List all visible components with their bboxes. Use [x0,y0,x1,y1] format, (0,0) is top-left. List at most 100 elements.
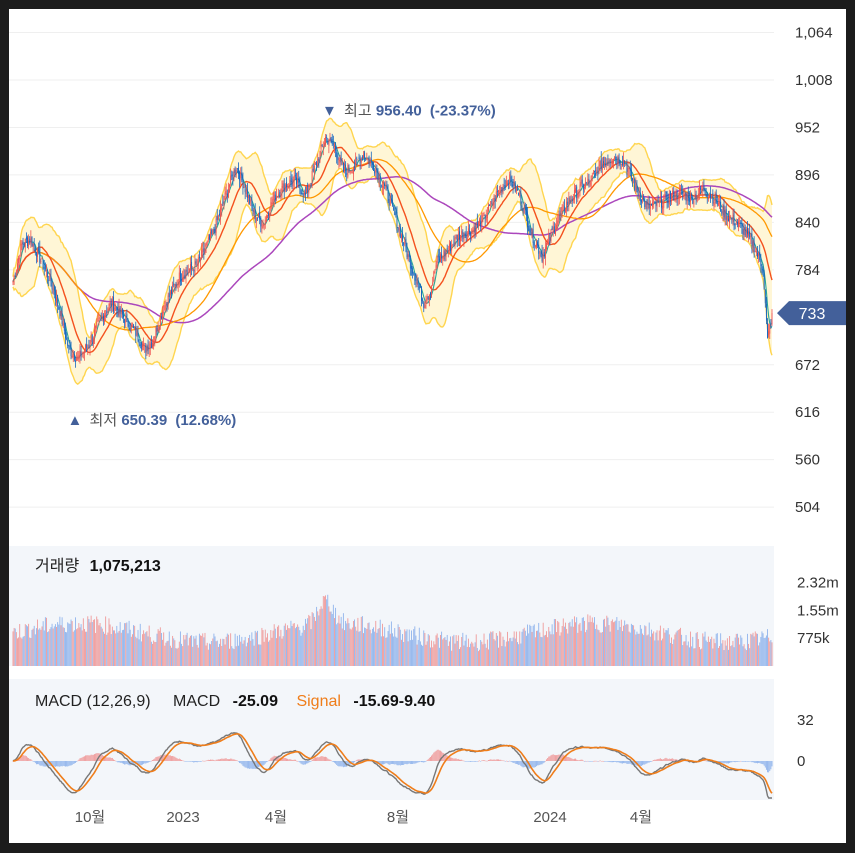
candle [81,351,83,358]
volume-bar [706,641,708,666]
volume-bar [687,641,689,666]
candle-body [733,212,735,225]
candle-body [267,215,268,219]
macd-hist-bar [23,755,25,761]
volume-bar [263,641,265,666]
candle [541,244,543,263]
candle [179,268,181,286]
volume-bar [470,643,472,666]
macd-hist-bar [451,757,453,761]
macd-hist-bar [425,761,427,762]
candle-body [664,194,666,200]
volume-bar [511,641,513,666]
candle [421,286,422,307]
macd-hist-bar [738,761,739,762]
macd-hist-bar [100,754,102,761]
volume-bar [195,635,197,666]
candle-body [579,184,581,192]
macd-hist-bar [379,761,381,765]
candle [367,158,369,163]
candle-body [408,254,410,258]
volume-bar [109,624,111,666]
candle-body [586,182,588,184]
macd-hist-bar [469,761,470,762]
candle-body [157,328,159,332]
candle-body [721,210,723,214]
candle-body [149,343,151,348]
candle-body [145,347,147,353]
macd-hist-bar [666,758,668,761]
volume-bar [85,631,87,666]
candle-body [222,201,224,204]
candle-body [380,185,382,187]
candle-body [191,261,193,268]
candle-body [307,185,309,192]
macd-hist-bar [12,761,14,762]
volume-bar [619,627,621,666]
candle-body [156,325,158,332]
volume-bar [382,623,383,666]
candle [566,196,568,217]
macd-hist-bar [203,760,205,762]
candle [259,206,261,225]
candle [750,232,752,245]
volume-bar [256,630,258,666]
candle [358,153,360,160]
macd-hist-bar [75,761,76,763]
candle-body [627,168,629,174]
volume-bar [241,636,243,666]
candle-body [330,137,332,141]
volume-bar [251,632,253,666]
macd-hist-bar [627,761,629,764]
macd-hist-bar [430,757,431,761]
candle [408,250,410,263]
macd-hist-bar [546,759,547,761]
volume-bar [258,644,260,666]
volume-bar [292,623,294,666]
macd-hist-bar [633,761,635,766]
volume-bar [457,635,459,666]
volume-bar [714,643,716,666]
volume-bar [214,636,216,666]
macd-hist-bar [43,761,45,767]
volume-bar [380,636,382,666]
macd-hist-bar [531,761,533,768]
candle [481,211,483,233]
candle-body [327,140,329,145]
candle-body [653,200,655,204]
volume-bar [734,637,736,666]
volume-bar [227,634,229,666]
volume-bar [347,618,349,666]
volume-bar [662,638,664,666]
candle [500,184,502,196]
candle [73,351,75,362]
candle-body [694,194,696,200]
candle-body [85,345,87,352]
volume-bar [344,630,345,666]
volume-bar [479,649,481,666]
candle [539,250,541,259]
volume-bar [633,625,635,666]
candle [562,201,564,212]
volume-bar [134,625,136,666]
macd-hist-bar [649,761,651,762]
candle [214,224,216,236]
candle-body [198,256,200,259]
volume-bar [505,641,507,666]
volume-bar [665,629,667,666]
volume-bar [738,637,739,666]
candle [234,166,236,178]
candle [282,180,284,193]
candle [319,150,321,164]
candle [696,194,698,203]
volume-bar [433,641,435,666]
candle-body [640,199,642,203]
volume-bar [469,647,470,666]
macd-hist-bar [331,761,333,762]
candle [528,220,530,232]
volume-bar [153,640,155,666]
candle-body [260,217,262,227]
volume-bar [287,625,289,666]
volume-bar [250,640,252,666]
